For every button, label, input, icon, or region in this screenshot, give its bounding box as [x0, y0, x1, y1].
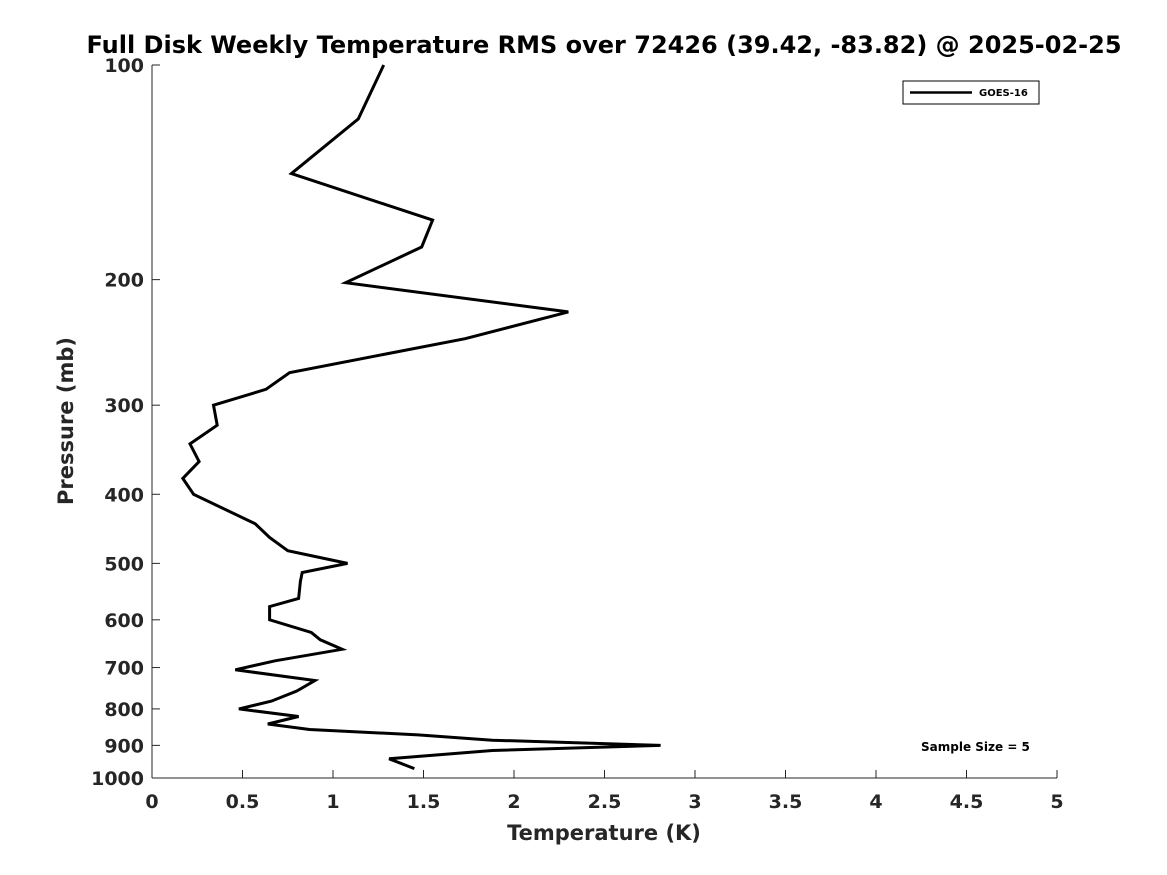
- series-layer: [180, 64, 661, 770]
- y-tick-label: 200: [104, 270, 144, 292]
- x-tick-label: 5: [1050, 791, 1063, 813]
- y-tick-label: 900: [104, 735, 144, 757]
- y-tick-label: 800: [104, 699, 144, 721]
- tick-labels: 0 0.5 1 1.5 2 2.5 3 3.5 4 4.5 5 100 200 300 400 500 600 7…: [91, 55, 1064, 813]
- chart-title: Full Disk Weekly Temperature RMS over 72…: [86, 31, 1121, 59]
- x-tick-label: 4.5: [950, 791, 984, 813]
- y-tick-label: 1000: [91, 768, 144, 790]
- x-axis-label: Temperature (K): [507, 821, 701, 845]
- ticks: [151, 64, 1058, 779]
- sample-size-annotation: Sample Size = 5: [921, 740, 1030, 754]
- axes: [151, 65, 1057, 779]
- y-tick-label: 700: [104, 658, 144, 680]
- y-tick-label: 600: [104, 610, 144, 632]
- y-tick-label: 400: [104, 484, 144, 506]
- x-tick-label: 1: [326, 791, 339, 813]
- y-tick-label: 300: [104, 395, 144, 417]
- x-tick-label: 2: [507, 791, 520, 813]
- legend: GOES-16: [902, 80, 1040, 105]
- y-axis-label: Pressure (mb): [54, 337, 78, 505]
- legend-label: GOES-16: [979, 88, 1028, 99]
- y-tick-label: 500: [104, 553, 144, 575]
- x-tick-label: 3.5: [769, 791, 803, 813]
- x-tick-label: 1.5: [407, 791, 441, 813]
- x-tick-label: 4: [869, 791, 882, 813]
- y-tick-label: 100: [104, 55, 144, 77]
- x-tick-label: 0: [145, 791, 158, 813]
- series-line-goes-16: [180, 64, 661, 770]
- x-tick-label: 0.5: [226, 791, 260, 813]
- x-tick-label: 2.5: [588, 791, 622, 813]
- x-tick-label: 3: [688, 791, 701, 813]
